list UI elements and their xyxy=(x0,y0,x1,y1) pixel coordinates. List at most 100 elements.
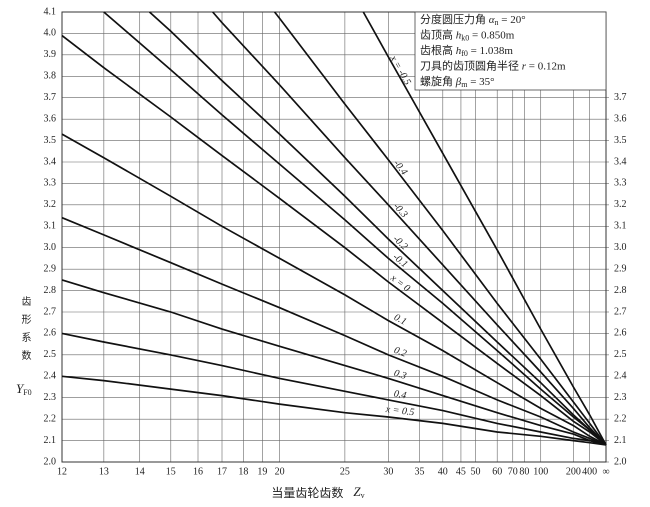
y-tick-label: 2.9 xyxy=(44,263,57,274)
y2-tick-label: 3.7 xyxy=(614,92,627,103)
x-tick-label: 15 xyxy=(166,466,176,477)
legend-suffix: = 0.850m xyxy=(469,29,514,41)
x-tick-label: 70 xyxy=(508,466,518,477)
y-tick-label: 3.0 xyxy=(44,242,57,253)
curve xyxy=(273,11,591,424)
series-label: -0.2 xyxy=(391,234,410,253)
x-tick-label: 12 xyxy=(57,466,67,477)
legend-suffix: = 1.038m xyxy=(468,45,513,57)
y2-tick-label: 2.6 xyxy=(614,328,627,339)
legend-prefix: 齿根高 xyxy=(420,43,456,57)
y-tick-label: 2.8 xyxy=(44,285,57,296)
x-tick-label: 17 xyxy=(217,466,227,477)
x-tick-label: 100 xyxy=(533,466,548,477)
y2-tick-label: 3.5 xyxy=(614,135,627,146)
y2-tick-label: 3.0 xyxy=(614,242,627,253)
legend-text: 分度圆压力角 αn = 20° xyxy=(420,12,526,27)
curve xyxy=(61,375,590,444)
legend-prefix: 刀具的齿顶圆角半径 xyxy=(420,58,522,72)
y-tick-label: 4.0 xyxy=(44,28,57,39)
legend-prefix: 分度圆压力角 xyxy=(420,12,489,26)
y-tick-label: 2.6 xyxy=(44,328,57,339)
x-tick-label: 16 xyxy=(193,466,203,477)
y-tick-label: 3.3 xyxy=(44,178,57,189)
legend-box xyxy=(414,11,607,91)
series-label: x = 0.5 xyxy=(384,404,415,418)
y-axis-symbol-letter: Y xyxy=(16,381,25,396)
legend-symbol: h xyxy=(456,45,462,57)
legend-subscript: k0 xyxy=(461,33,469,42)
legend-text: 齿根高 hf0 = 1.038m xyxy=(420,43,513,58)
y2-tick-label: 2.3 xyxy=(614,392,627,403)
x-axis-label: 当量齿轮齿数 Zv xyxy=(271,484,364,500)
legend-suffix: = 20° xyxy=(499,14,526,26)
series-label: 0.3 xyxy=(392,368,407,382)
y-tick-label: 3.2 xyxy=(44,199,57,210)
x-tick-label: ∞ xyxy=(602,466,609,477)
curve xyxy=(103,11,591,431)
y-axis-label: 齿形系数 xyxy=(19,296,31,368)
x-tick-label: 35 xyxy=(414,466,424,477)
legend-text: 齿顶高 hk0 = 0.850m xyxy=(420,27,515,42)
curve xyxy=(61,34,591,433)
y-tick-label: 3.7 xyxy=(44,92,57,103)
legend-subscript: n xyxy=(495,18,499,27)
legend-prefix: 齿顶高 xyxy=(420,27,456,41)
y-tick-label: 2.5 xyxy=(44,349,57,360)
legend-subscript: f0 xyxy=(461,49,468,58)
x-tick-label: 18 xyxy=(238,466,248,477)
series-label: 0.4 xyxy=(393,388,407,401)
x-tick-label: 80 xyxy=(519,466,529,477)
y-tick-label: 2.3 xyxy=(44,392,57,403)
series-label: -0.3 xyxy=(391,201,410,220)
x-tick-label: 50 xyxy=(470,466,480,477)
legend-text: 螺旋角 βm = 35° xyxy=(420,74,495,89)
y2-tick-label: 2.7 xyxy=(614,306,627,317)
curve xyxy=(61,133,591,438)
y2-tick-label: 3.1 xyxy=(614,221,627,232)
x-axis-symbol: Z xyxy=(353,484,361,499)
legend-suffix: = 0.12m xyxy=(526,60,566,72)
y2-tick-label: 3.3 xyxy=(614,178,627,189)
y2-tick-label: 2.4 xyxy=(614,371,627,382)
x-tick-label: 25 xyxy=(340,466,350,477)
y-axis-subscript: F0 xyxy=(23,388,31,397)
y-tick-label: 2.0 xyxy=(44,456,57,467)
y-tick-label: 3.4 xyxy=(44,156,57,167)
y2-tick-label: 2.5 xyxy=(614,349,627,360)
series-label: 0.1 xyxy=(392,312,408,328)
curve xyxy=(61,216,591,440)
legend-suffix: = 35° xyxy=(467,76,494,88)
legend-symbol: β xyxy=(455,76,462,88)
y2-tick-label: 3.4 xyxy=(614,156,627,167)
y-tick-label: 4.1 xyxy=(44,6,57,17)
curve xyxy=(61,332,590,442)
y2-tick-label: 2.9 xyxy=(614,263,627,274)
y-tick-label: 2.4 xyxy=(44,371,57,382)
x-tick-label: 200 xyxy=(566,466,581,477)
legend-text: 刀具的齿顶圆角半径 r = 0.12m xyxy=(420,58,566,72)
curve xyxy=(212,11,591,429)
y-tick-label: 2.2 xyxy=(44,413,57,424)
legend-symbol: α xyxy=(489,14,495,26)
x-tick-label: 13 xyxy=(99,466,109,477)
x-tick-label: 45 xyxy=(456,466,466,477)
x-tick-label: 60 xyxy=(492,466,502,477)
y-axis-symbol: YF0 xyxy=(16,381,32,397)
y2-tick-label: 3.6 xyxy=(614,113,627,124)
curve-to-limit xyxy=(588,414,607,446)
y-tick-label: 3.9 xyxy=(44,49,57,60)
curve xyxy=(148,11,591,431)
curve xyxy=(362,11,591,416)
x-axis-title: 当量齿轮齿数 xyxy=(271,485,343,500)
x-tick-label: 14 xyxy=(135,466,145,477)
y-tick-label: 3.5 xyxy=(44,135,57,146)
x-tick-label: 400 xyxy=(582,466,597,477)
x-tick-label: 19 xyxy=(257,466,267,477)
series-label: -0.1 xyxy=(391,252,410,271)
legend-symbol: r xyxy=(522,60,527,72)
legend-subscript: m xyxy=(461,80,468,89)
y-tick-label: 2.7 xyxy=(44,306,57,317)
